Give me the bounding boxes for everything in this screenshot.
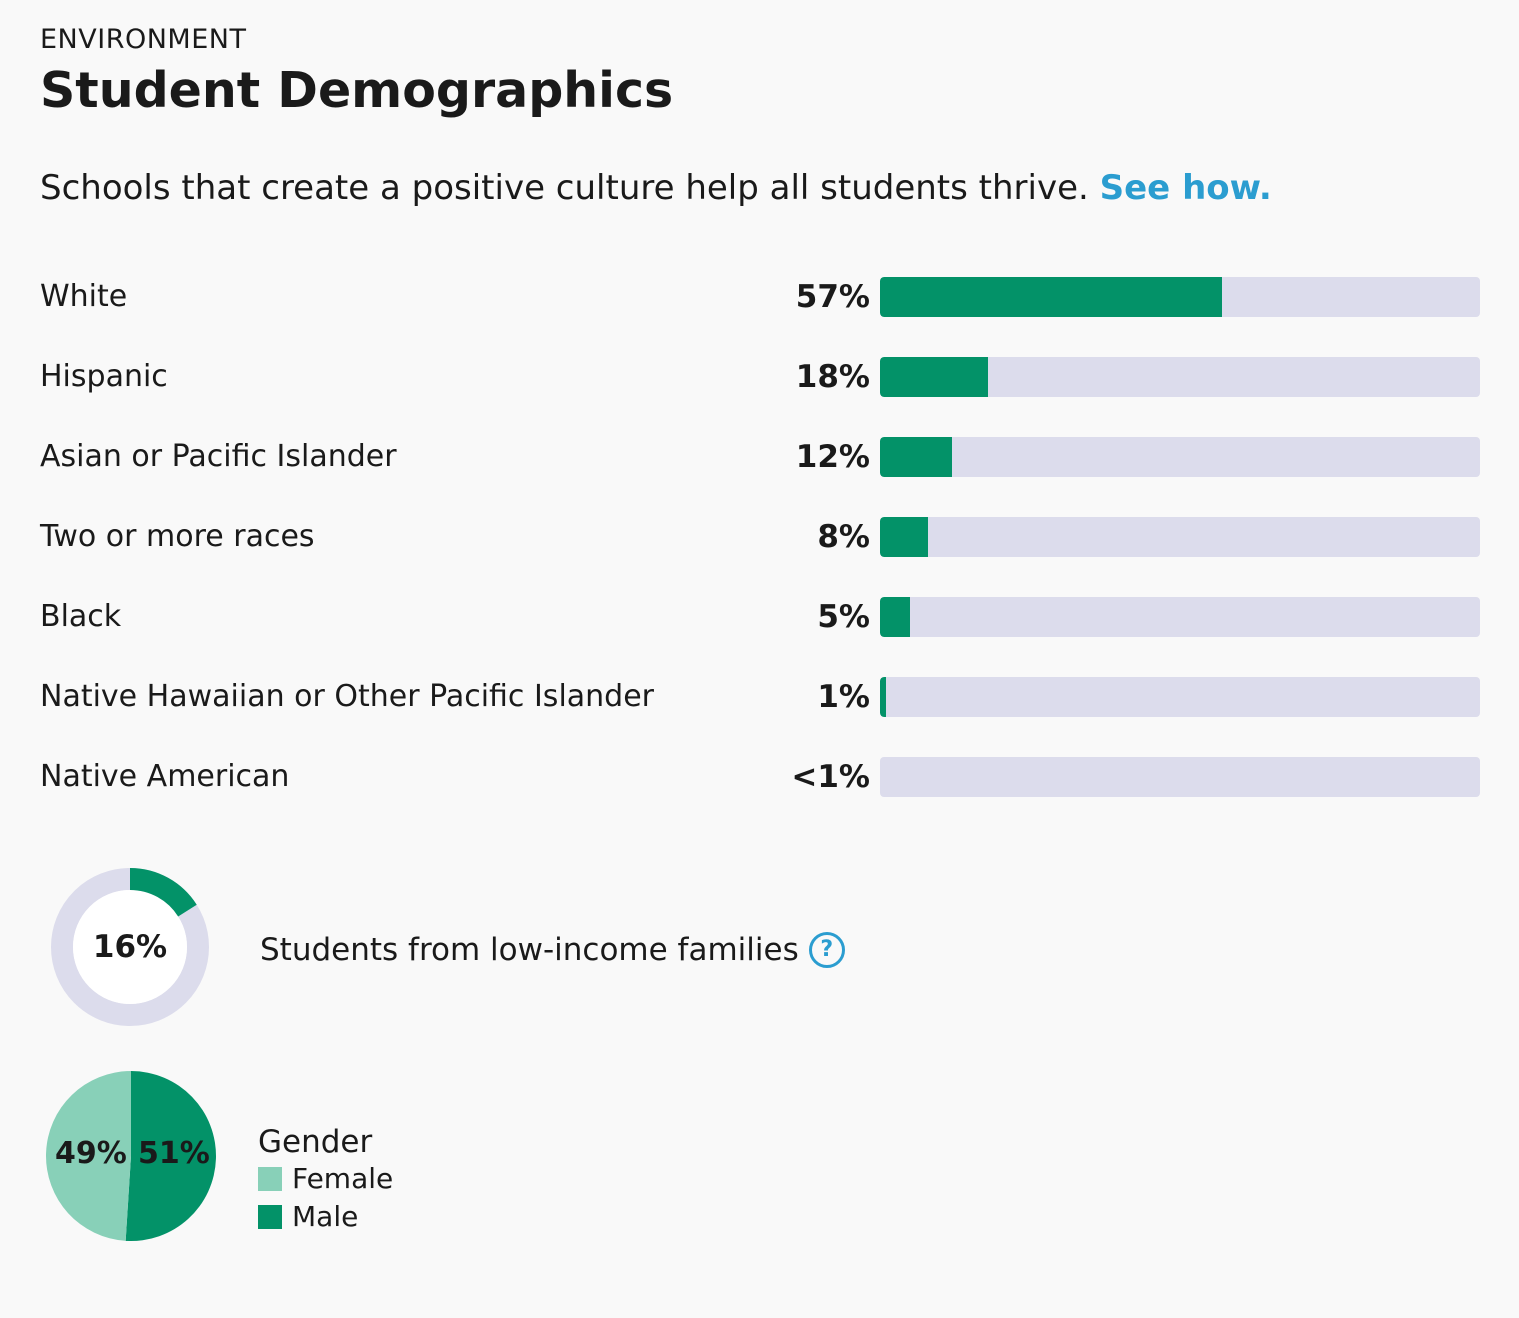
legend-female: Female	[258, 1162, 393, 1195]
legend-label-female: Female	[292, 1162, 394, 1195]
legend-male: Male	[258, 1200, 358, 1233]
low-income-value: 16%	[92, 929, 168, 965]
bar-track	[880, 597, 1480, 637]
intro-sentence: Schools that create a positive culture h…	[40, 168, 1089, 208]
legend-label-male: Male	[292, 1200, 359, 1233]
legend-swatch-female	[258, 1166, 282, 1191]
question-circle-icon[interactable]: ?	[808, 932, 845, 968]
bar-value-label: 12%	[795, 439, 870, 475]
bar-value-label: 5%	[817, 599, 870, 635]
bar-track	[880, 357, 1480, 397]
bar-row: Black 5%	[40, 597, 1480, 637]
bar-row: Two or more races 8%	[40, 517, 1480, 557]
pie-label-male: 51%	[138, 1136, 210, 1171]
intro-text: Schools that create a positive culture h…	[40, 168, 1272, 208]
bar	[880, 597, 910, 637]
low-income-label: Students from low-income families	[260, 932, 799, 968]
bar-value-label: 8%	[817, 519, 870, 555]
bar-category-label: Native American	[40, 759, 290, 794]
pie-slice-male	[125, 1071, 216, 1241]
donut-arc	[51, 868, 209, 1026]
donut-hole	[73, 890, 187, 1004]
bar-category-label: Two or more races	[40, 519, 315, 554]
bar-value-label: 1%	[817, 679, 870, 715]
bar-row: Hispanic 18%	[40, 357, 1480, 397]
gender-pie-svg	[45, 1071, 216, 1241]
gender-title: Gender	[258, 1124, 373, 1160]
legend-swatch-male	[258, 1204, 282, 1229]
low-income-donut: 16%	[50, 867, 210, 1027]
low-income-donut-svg	[51, 868, 209, 1026]
bar	[880, 357, 988, 397]
bar	[880, 677, 886, 717]
gender-pie: 49% 51%	[45, 1070, 217, 1242]
bar-track	[880, 437, 1480, 477]
pie-slice-female	[45, 1071, 131, 1241]
bar-value-label: <1%	[791, 759, 870, 795]
ethnicity-bar-chart: White 57% Hispanic 18% Asian or Pacific Isla…	[40, 277, 1480, 797]
bar-category-label: Hispanic	[40, 359, 168, 394]
bar	[880, 277, 1222, 317]
bar-track	[880, 677, 1480, 717]
page-title: Student Demographics	[40, 62, 674, 119]
bar-row: White 57%	[40, 277, 1480, 317]
bar-track	[880, 277, 1480, 317]
bar-track	[880, 757, 1480, 797]
bar	[880, 517, 928, 557]
see-how-link[interactable]: See how.	[1099, 168, 1272, 208]
bar-category-label: White	[40, 279, 128, 314]
bar-row: Native Hawaiian or Other Pacific Islande…	[40, 677, 1480, 717]
bar-category-label: Asian or Pacific Islander	[40, 439, 397, 474]
bar	[880, 437, 952, 477]
bar-value-label: 57%	[795, 279, 870, 315]
bar-value-label: 18%	[795, 359, 870, 395]
pie-label-female: 49%	[55, 1136, 127, 1171]
bar-row: Asian or Pacific Islander 12%	[40, 437, 1480, 477]
section-eyebrow: ENVIRONMENT	[40, 24, 247, 55]
bar-track	[880, 517, 1480, 557]
bar-row: Native American <1%	[40, 757, 1480, 797]
bar-category-label: Black	[40, 599, 122, 634]
low-income-label-row: Students from low-income families ?	[260, 932, 845, 968]
bar-category-label: Native Hawaiian or Other Pacific Islande…	[40, 679, 655, 714]
